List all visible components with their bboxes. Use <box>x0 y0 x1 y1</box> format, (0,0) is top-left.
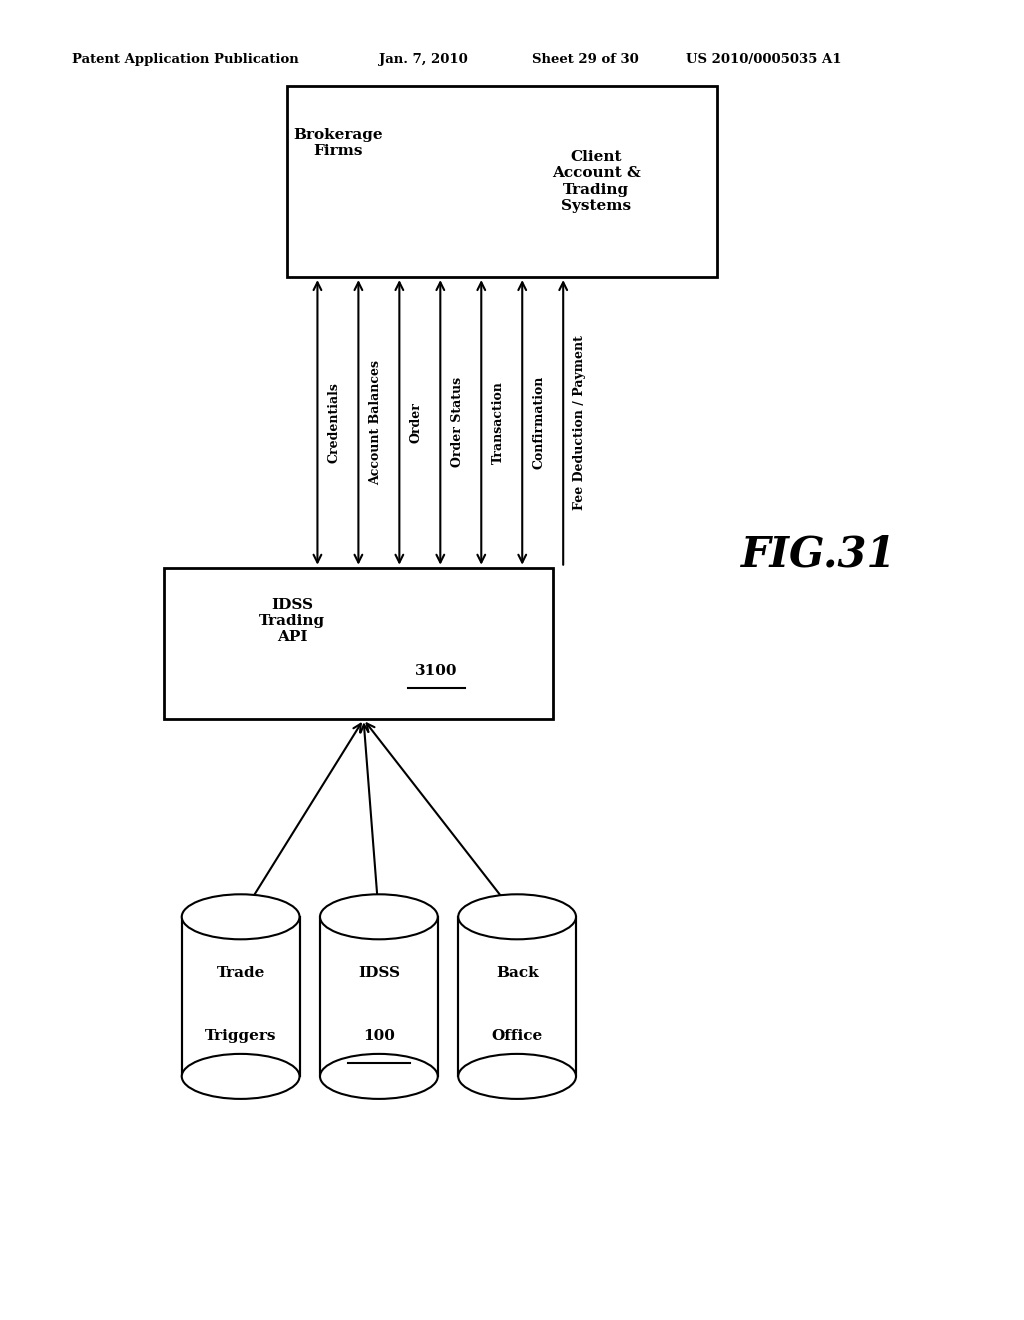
Text: Order: Order <box>410 403 423 442</box>
FancyBboxPatch shape <box>164 568 553 719</box>
Ellipse shape <box>182 895 299 940</box>
Text: Triggers: Triggers <box>205 1030 276 1043</box>
Text: Jan. 7, 2010: Jan. 7, 2010 <box>379 53 468 66</box>
Ellipse shape <box>459 895 575 940</box>
Text: Brokerage
Firms: Brokerage Firms <box>294 128 383 158</box>
Text: IDSS
Trading
API: IDSS Trading API <box>259 598 326 644</box>
Text: Order Status: Order Status <box>451 378 464 467</box>
Text: FIG.31: FIG.31 <box>741 533 897 576</box>
Bar <box>182 917 299 1076</box>
Text: Trade: Trade <box>216 966 265 979</box>
Ellipse shape <box>319 1053 438 1098</box>
Text: IDSS: IDSS <box>357 966 400 979</box>
Text: Office: Office <box>492 1030 543 1043</box>
Ellipse shape <box>459 1053 575 1098</box>
Text: Fee Deduction / Payment: Fee Deduction / Payment <box>573 335 587 510</box>
Ellipse shape <box>182 1053 299 1098</box>
Text: 3100: 3100 <box>415 664 458 678</box>
Text: Credentials: Credentials <box>328 381 341 463</box>
Text: Account Balances: Account Balances <box>369 360 382 484</box>
Text: Transaction: Transaction <box>492 381 505 463</box>
Text: Patent Application Publication: Patent Application Publication <box>72 53 298 66</box>
Text: Sheet 29 of 30: Sheet 29 of 30 <box>532 53 639 66</box>
FancyBboxPatch shape <box>287 86 717 277</box>
Bar <box>319 917 438 1076</box>
Text: Confirmation: Confirmation <box>532 376 546 469</box>
Text: Back: Back <box>496 966 539 979</box>
Text: Client
Account &
Trading
Systems: Client Account & Trading Systems <box>552 150 641 213</box>
Ellipse shape <box>319 895 438 940</box>
Bar <box>459 917 575 1076</box>
Text: US 2010/0005035 A1: US 2010/0005035 A1 <box>686 53 842 66</box>
Text: 100: 100 <box>362 1030 395 1043</box>
